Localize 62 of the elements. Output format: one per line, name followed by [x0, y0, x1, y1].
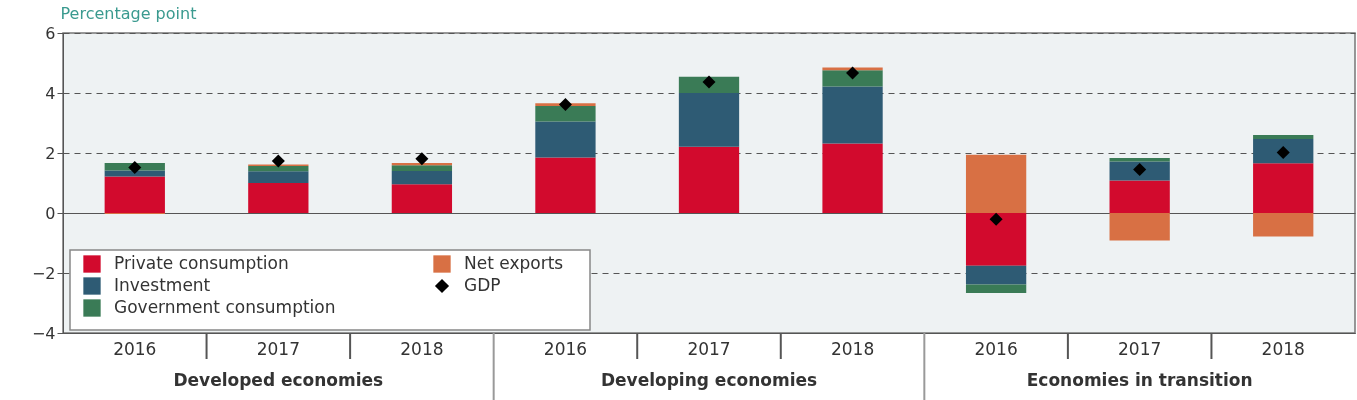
text: Economies in transition [1026, 370, 1253, 390]
bar [104, 176, 165, 213]
y-tick-label: 2 [45, 143, 56, 163]
bar [391, 165, 453, 171]
x-tick-label: 2016 [543, 338, 588, 359]
bar [248, 165, 309, 172]
point [1133, 162, 1147, 177]
x-tick-label: 2017 [687, 338, 731, 359]
bar [1109, 180, 1170, 213]
x-tick-label: 2017 [1118, 338, 1162, 359]
bar [1109, 213, 1170, 241]
bar [678, 76, 740, 93]
bar [248, 183, 309, 213]
point [846, 66, 860, 80]
point [415, 152, 429, 166]
bar [1253, 163, 1314, 213]
legend-label: GDP [464, 275, 501, 295]
x-tick-label: 2018 [830, 338, 875, 359]
bar [965, 265, 1027, 285]
bar [535, 105, 596, 122]
x-tick-label: 2018 [1261, 338, 1305, 359]
bar [1109, 161, 1170, 181]
bar [535, 157, 596, 213]
y-axis-title: Percentage point [60, 3, 197, 23]
point [128, 160, 142, 174]
bar [1253, 135, 1314, 139]
bar [1253, 138, 1314, 164]
bar [822, 86, 883, 144]
point [271, 154, 285, 168]
bar [391, 184, 453, 213]
point [1276, 145, 1290, 159]
y-tick-label: 6 [45, 23, 56, 43]
x-tick-label: 2017 [256, 338, 300, 359]
y-tick-label: 4 [45, 83, 56, 103]
text: Developing economies [600, 370, 818, 390]
x-tick-label: 2018 [400, 338, 444, 359]
bar [1109, 158, 1170, 162]
bar [965, 154, 1027, 213]
bar [678, 146, 740, 213]
text: Developed economies [173, 370, 384, 390]
bar [965, 284, 1027, 294]
bar [965, 213, 1027, 266]
x-tick-label: 2016 [974, 338, 1018, 359]
legend-label: Private consumption [114, 253, 289, 273]
y-tick-label: −2 [31, 263, 56, 283]
bar [822, 70, 883, 87]
y-tick-label: 0 [45, 203, 56, 223]
legend-label: Net exports [464, 253, 564, 273]
bar [1253, 213, 1314, 237]
x-tick-label: 2016 [113, 338, 157, 359]
legend-label: Investment [114, 275, 211, 295]
y-tick-label: −4 [31, 323, 56, 343]
bar [678, 93, 740, 147]
bar [104, 170, 165, 177]
point [702, 75, 716, 89]
point [989, 212, 1003, 226]
bar [391, 171, 453, 185]
bar [248, 171, 309, 183]
bar [535, 121, 596, 158]
point [558, 97, 572, 111]
legend-label: Government consumption [114, 297, 336, 317]
bar [822, 143, 883, 213]
